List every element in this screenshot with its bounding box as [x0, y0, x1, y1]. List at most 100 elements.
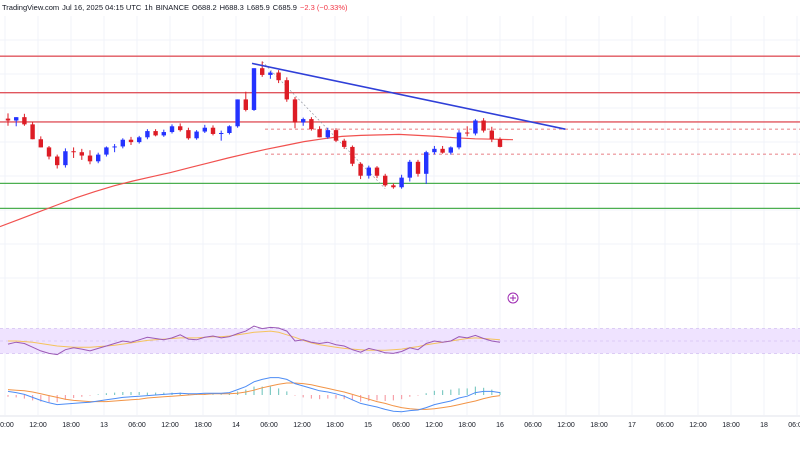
candle-body	[87, 155, 93, 162]
candle-body	[325, 130, 330, 138]
candle-body	[424, 152, 429, 174]
x-tick-label: 06:00	[788, 422, 800, 429]
candle-body	[497, 139, 503, 147]
candle-body	[186, 130, 191, 139]
candle-body	[350, 146, 355, 164]
candle-body	[219, 133, 224, 134]
moving-average-line	[0, 133, 514, 228]
chart-grid	[0, 16, 800, 415]
candle-body	[440, 148, 445, 153]
date-label: Jul 16, 2025 04:15 UTC	[62, 3, 142, 12]
candle-body	[268, 72, 273, 75]
candle-body	[432, 148, 437, 153]
change-value: −2.3 (−0.33%)	[299, 3, 348, 12]
candle-body	[112, 146, 117, 148]
x-tick-label: 12:00	[425, 422, 443, 429]
candle-body	[292, 99, 298, 123]
x-tick-label: 13	[100, 422, 108, 429]
high-value: H688.3	[219, 3, 244, 12]
candle-body	[366, 167, 371, 176]
candle-body	[481, 120, 486, 131]
x-tick-label: 06:00	[392, 422, 410, 429]
candle-body	[284, 80, 289, 100]
rsi-ma-line	[8, 330, 501, 351]
candle-body	[415, 161, 421, 174]
brand-label: TradingView.com	[2, 3, 60, 12]
candle-body	[383, 175, 388, 186]
candle-body	[178, 126, 183, 131]
x-tick-label: 18	[760, 422, 768, 429]
rsi-line	[7, 325, 501, 356]
candle-body	[120, 139, 125, 147]
close-value: C685.9	[272, 3, 297, 12]
interval-label: 1h	[144, 3, 153, 12]
candle-body	[465, 132, 470, 134]
candle-body	[153, 131, 158, 136]
x-tick-label: 06:00	[128, 422, 146, 429]
candle-body	[55, 156, 60, 166]
candle-body	[145, 131, 150, 138]
x-tick-label: 18:00	[326, 422, 344, 429]
candle-body	[276, 72, 281, 81]
candle-body	[489, 130, 494, 140]
x-tick-label: 06:00	[260, 422, 278, 429]
x-tick-label: 18:00	[722, 422, 740, 429]
bearish-trendline	[251, 62, 566, 130]
candle-body	[38, 139, 43, 148]
time-axis: 00:00 12:00 18:00 13 06:00 12:00 18:00 14 06:00 1…	[0, 415, 800, 429]
candle-body	[333, 130, 339, 141]
macd-pane	[7, 377, 501, 413]
candle-body	[202, 127, 207, 132]
candle-body	[104, 147, 109, 155]
candle-body	[210, 127, 216, 134]
candle-body	[456, 132, 462, 148]
candle-body	[79, 152, 84, 156]
x-tick-label: 06:00	[656, 422, 674, 429]
candle-body	[128, 139, 134, 143]
candle-body	[30, 124, 35, 140]
candle-body	[358, 163, 363, 176]
candle-body	[473, 120, 478, 134]
candlestick-series	[5, 61, 503, 189]
candle-body	[399, 177, 404, 188]
candle-body	[342, 140, 347, 147]
moving-average	[0, 133, 514, 228]
candle-body	[235, 99, 240, 127]
candle-body	[71, 151, 76, 153]
rsi-pane	[0, 325, 800, 356]
candle-body	[301, 119, 306, 123]
candle-body	[161, 132, 166, 136]
chart-header: TradingView.com Jul 16, 2025 04:15 UTC 1h B…	[0, 0, 351, 16]
candle-body	[96, 154, 101, 162]
x-tick-label: 18:00	[62, 422, 80, 429]
candle-body	[5, 118, 11, 121]
x-tick-label: 18:00	[590, 422, 608, 429]
candle-body	[374, 167, 380, 176]
retracement-line	[261, 61, 386, 189]
x-tick-label: 14	[232, 422, 240, 429]
x-tick-label: 12:00	[689, 422, 707, 429]
candle-body	[448, 147, 453, 153]
low-value: L685.9	[246, 3, 270, 12]
candle-body	[22, 117, 27, 125]
x-tick-label: 00:00	[0, 422, 14, 429]
macd-signal-line	[7, 382, 501, 410]
x-tick-label: 06:00	[524, 422, 542, 429]
x-tick-label: 15	[364, 422, 372, 429]
candle-body	[169, 126, 175, 133]
candle-body	[46, 147, 52, 157]
candle-body	[137, 137, 142, 143]
open-value: O688.2	[192, 3, 217, 12]
x-tick-label: 12:00	[29, 422, 47, 429]
candle-body	[309, 119, 314, 130]
exchange-label: BINANCE	[155, 3, 190, 12]
trendline[interactable]	[251, 62, 566, 130]
candle-body	[251, 68, 257, 110]
crosshair-target-icon[interactable]	[507, 292, 519, 304]
candle-body	[227, 126, 232, 133]
x-tick-label: 12:00	[161, 422, 179, 429]
candle-body	[194, 131, 199, 139]
x-tick-label: 12:00	[293, 422, 311, 429]
x-tick-label: 16	[496, 422, 504, 429]
